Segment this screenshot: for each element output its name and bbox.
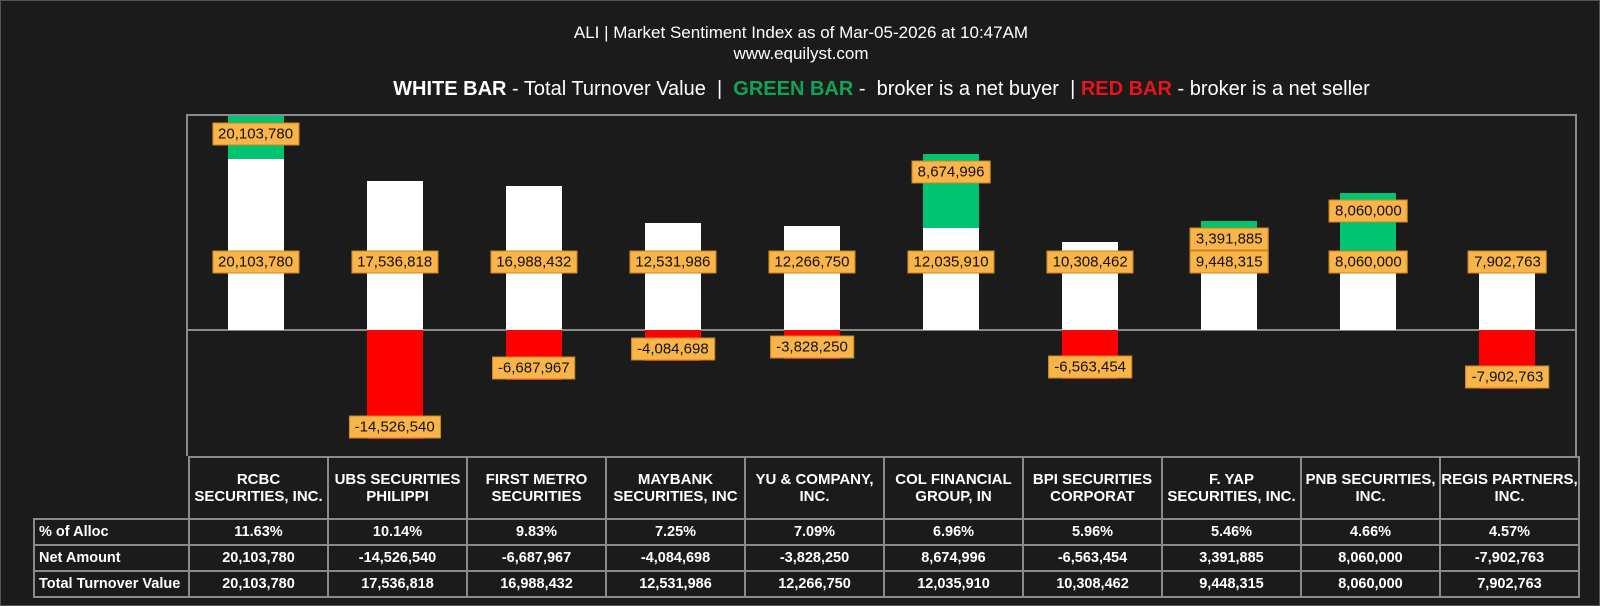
turnover-bar (783, 225, 840, 330)
legend-red-desc: - broker is a net seller (1171, 78, 1370, 100)
zero-line (188, 329, 1575, 331)
table-cell: 17,536,818 (327, 570, 468, 598)
table-cell: 12,266,750 (744, 570, 885, 598)
legend-red-label: RED BAR (1080, 78, 1172, 100)
table-cell: 8,674,996 (883, 544, 1024, 572)
table-cell: 12,531,986 (605, 570, 746, 598)
table-row: % of Alloc 11.63% 10.14% 9.83% 7.25% 7.09% 6.9… (33, 518, 1580, 546)
turnover-bar (644, 223, 701, 330)
table-cell: 7.09% (744, 518, 885, 546)
turnover-data-label: 10,308,462 (1046, 250, 1134, 274)
table-cell: -3,828,250 (744, 544, 885, 572)
table-cell: 8,060,000 (1300, 570, 1441, 598)
plot-area: 20,103,780 20,103,780 17,536,818 -14,526,54… (186, 114, 1577, 456)
turnover-data-label: 12,035,910 (907, 250, 995, 274)
net-data-label: -6,687,967 (491, 356, 576, 380)
table-cell: 3,391,885 (1161, 544, 1302, 572)
legend: WHITE BAR - Total Turnover Value | GREEN… (186, 78, 1577, 101)
legend-green-desc: - broker is a net buyer | (853, 78, 1081, 100)
table-cell: -14,526,540 (327, 544, 468, 572)
chart-title: ALI | Market Sentiment Index as of Mar-0… (573, 23, 1029, 42)
chart-subtitle: www.equilyst.com (733, 44, 869, 63)
turnover-data-label: 12,531,986 (629, 250, 717, 274)
turnover-bar (923, 227, 980, 330)
table-cell: 6.96% (883, 518, 1024, 546)
turnover-data-label: 8,060,000 (1328, 250, 1408, 274)
table-cell: -6,563,454 (1022, 544, 1163, 572)
table-cell: 8,060,000 (1300, 544, 1441, 572)
broker-name-cell: MAYBANK SECURITIES, INC (605, 456, 746, 520)
table-cell: -6,687,967 (466, 544, 607, 572)
table-corner (34, 457, 190, 519)
row-label: % of Alloc (33, 518, 190, 546)
turnover-data-label: 12,266,750 (768, 250, 856, 274)
broker-name-cell: RCBC SECURITIES, INC. (188, 456, 329, 520)
broker-name-cell: PNB SECURITIES, INC. (1300, 456, 1441, 520)
broker-name-cell: REGIS PARTNERS, INC. (1439, 456, 1580, 520)
net-data-label: 3,391,885 (1189, 227, 1269, 251)
table-header-row: RCBC SECURITIES, INC. UBS SECURITIES PHIL… (34, 456, 1580, 520)
table-cell: 4.57% (1439, 518, 1580, 546)
net-data-label: -7,902,763 (1465, 365, 1550, 389)
table-cell: 16,988,432 (466, 570, 607, 598)
table-cell: 10,308,462 (1022, 570, 1163, 598)
table-cell: -7,902,763 (1439, 544, 1580, 572)
legend-white-label: WHITE BAR (393, 78, 507, 100)
net-data-label: -4,084,698 (630, 337, 715, 361)
turnover-bar (1479, 262, 1536, 330)
turnover-data-label: 17,536,818 (351, 250, 439, 274)
net-data-label: 20,103,780 (212, 122, 300, 146)
net-data-label: -3,828,250 (770, 335, 854, 359)
table-cell: 11.63% (188, 518, 329, 546)
data-table: RCBC SECURITIES, INC. UBS SECURITIES PHIL… (33, 456, 1580, 598)
broker-name-cell: BPI SECURITIES CORPORAT (1022, 456, 1163, 520)
row-label: Net Amount (33, 544, 190, 572)
turnover-data-label: 20,103,780 (212, 250, 300, 274)
broker-name-cell: UBS SECURITIES PHILIPPI (327, 456, 468, 520)
broker-name-cell: YU & COMPANY, INC. (744, 456, 885, 520)
table-cell: 20,103,780 (188, 544, 329, 572)
row-label: Total Turnover Value (33, 570, 190, 598)
turnover-data-label: 7,902,763 (1468, 250, 1547, 274)
broker-name-cell: FIRST METRO SECURITIES (466, 456, 607, 520)
net-data-label: -14,526,540 (348, 415, 441, 439)
net-data-label: 8,060,000 (1328, 199, 1408, 223)
table-row: Total Turnover Value 20,103,780 17,536,818… (33, 570, 1580, 598)
net-data-label: 8,674,996 (911, 160, 991, 184)
table-cell: 10.14% (327, 518, 468, 546)
table-cell: 5.96% (1022, 518, 1163, 546)
turnover-data-label: 16,988,432 (490, 250, 578, 274)
table-cell: 9,448,315 (1161, 570, 1302, 598)
table-cell: 9.83% (466, 518, 607, 546)
table-cell: 20,103,780 (188, 570, 329, 598)
turnover-bar (227, 159, 284, 330)
table-cell: 7,902,763 (1439, 570, 1580, 598)
table-cell: 12,035,910 (883, 570, 1024, 598)
table-row: Net Amount 20,103,780 -14,526,540 -6,687,96… (33, 544, 1580, 572)
broker-name-cell: F. YAP SECURITIES, INC. (1161, 456, 1302, 520)
legend-green-label: GREEN BAR (733, 78, 854, 100)
broker-name-cell: COL FINANCIAL GROUP, IN (883, 456, 1024, 520)
table-cell: 5.46% (1161, 518, 1302, 546)
table-cell: -4,084,698 (605, 544, 746, 572)
table-cell: 7.25% (605, 518, 746, 546)
legend-white-desc: - Total Turnover Value | (506, 78, 734, 100)
net-data-label: -6,563,454 (1048, 355, 1133, 379)
table-cell: 4.66% (1300, 518, 1441, 546)
turnover-data-label: 9,448,315 (1189, 250, 1269, 274)
